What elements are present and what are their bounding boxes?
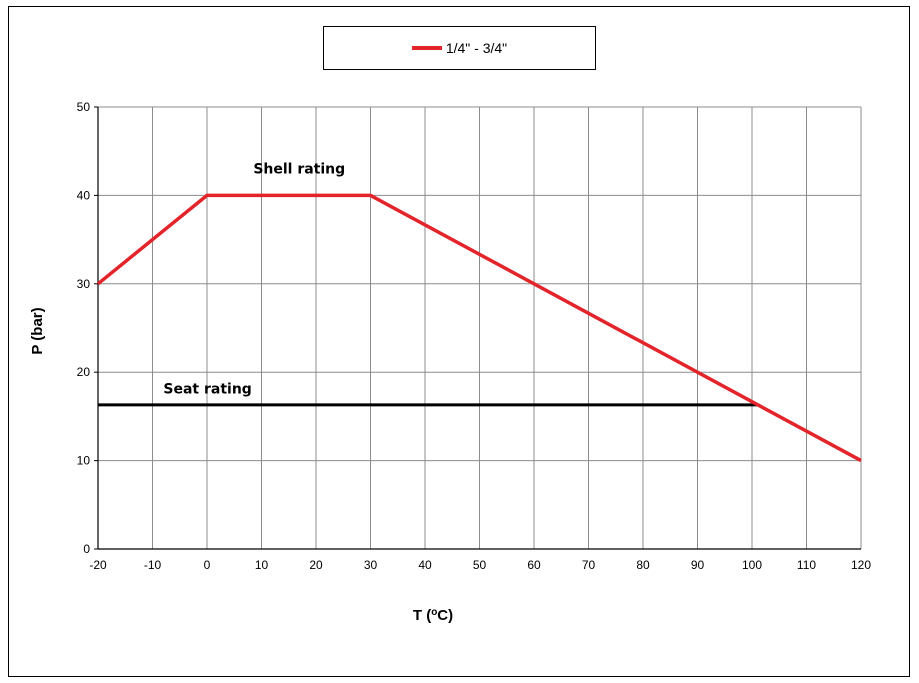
tick-labels: -20 -10 0 10 20 30 40 50 60 70 80 90 100 110 120 0 10 20 3… bbox=[77, 100, 872, 572]
x-tick-label: 50 bbox=[473, 558, 487, 572]
x-axis-title: T (oC) bbox=[413, 607, 453, 624]
y-tick-label: 0 bbox=[83, 542, 90, 556]
y-tick-label: 40 bbox=[77, 188, 91, 202]
series-lines bbox=[96, 193, 862, 463]
x-tick-label: -10 bbox=[144, 558, 162, 572]
x-tick-label: 90 bbox=[691, 558, 705, 572]
annotation-label: Shell rating bbox=[253, 161, 345, 177]
x-tick-label: 0 bbox=[204, 558, 211, 572]
y-tick-label: 50 bbox=[77, 100, 91, 114]
x-tick-label: 20 bbox=[309, 558, 323, 572]
x-tick-label: 70 bbox=[582, 558, 596, 572]
x-tick-label: 100 bbox=[742, 558, 762, 572]
x-tick-label: 30 bbox=[364, 558, 378, 572]
annotations: Shell rating Seat rating bbox=[163, 161, 345, 397]
y-tick-label: 30 bbox=[77, 277, 91, 291]
grid-lines bbox=[94, 106, 862, 550]
y-tick-label: 10 bbox=[77, 454, 91, 468]
annotation-label: Seat rating bbox=[163, 381, 251, 397]
x-tick-label: 80 bbox=[636, 558, 650, 572]
x-tick-label: 120 bbox=[851, 558, 871, 572]
x-tick-label: 60 bbox=[527, 558, 541, 572]
y-axis-title: P (bar) bbox=[29, 307, 46, 354]
chart-frame bbox=[8, 6, 910, 677]
legend-swatch bbox=[411, 46, 442, 50]
series-line-main bbox=[96, 193, 862, 463]
legend: 1/4" - 3/4" bbox=[323, 26, 596, 70]
x-tick-label: 110 bbox=[797, 558, 816, 572]
x-tick-label: -20 bbox=[89, 558, 107, 572]
y-tick-label: 20 bbox=[77, 365, 91, 379]
x-tick-label: 10 bbox=[255, 558, 269, 572]
legend-label: 1/4" - 3/4" bbox=[445, 40, 508, 56]
x-tick-label: 40 bbox=[418, 558, 432, 572]
